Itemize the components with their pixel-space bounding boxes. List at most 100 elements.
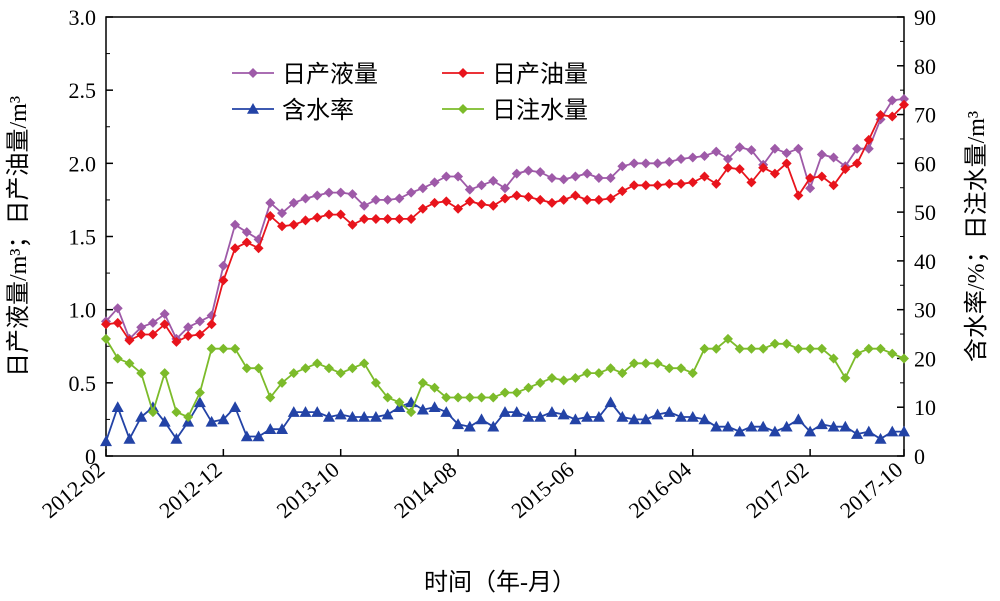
data-point [147, 407, 158, 418]
data-point [840, 164, 851, 175]
data-point [887, 111, 898, 122]
data-point [359, 200, 370, 211]
data-point [229, 401, 242, 413]
data-point [218, 343, 229, 354]
y-left-tick-label: 3.0 [69, 5, 97, 30]
legend-item: 含水率 [232, 96, 354, 124]
data-point [676, 153, 687, 164]
data-point [287, 406, 300, 417]
data-point [840, 372, 851, 383]
data-point [545, 406, 558, 417]
data-point [815, 418, 828, 430]
data-point [241, 227, 252, 238]
data-point [874, 432, 887, 444]
data-point [230, 219, 241, 230]
data-point [158, 415, 171, 427]
data-point [124, 335, 135, 346]
data-point [382, 392, 393, 403]
data-point [277, 221, 288, 232]
data-point [453, 392, 464, 403]
data-point [416, 403, 429, 415]
data-point [852, 348, 863, 359]
data-point [406, 407, 417, 418]
data-point [241, 363, 252, 374]
data-point [511, 387, 522, 398]
x-tick-label: 2014-08 [389, 457, 461, 523]
data-point [769, 168, 780, 179]
data-point [687, 177, 698, 188]
data-point [687, 368, 698, 379]
data-point [217, 413, 230, 425]
data-point [899, 353, 909, 364]
data-point [511, 168, 522, 179]
x-tick-label: 2012-12 [154, 457, 226, 523]
data-point [535, 194, 546, 205]
data-point [394, 193, 405, 204]
y-left-tick-label: 0 [85, 444, 96, 469]
data-point [605, 193, 616, 204]
data-point [628, 413, 641, 425]
data-point [816, 171, 827, 182]
data-point [359, 213, 370, 224]
data-point [476, 199, 487, 210]
series-0 [101, 93, 909, 344]
data-point [499, 406, 511, 417]
data-point [651, 408, 664, 420]
data-point [793, 343, 804, 354]
series-1 [101, 99, 909, 347]
data-point [617, 186, 628, 197]
data-point [640, 180, 651, 191]
data-point [136, 329, 147, 340]
data-point [686, 410, 699, 422]
data-point [112, 303, 123, 314]
data-point [711, 146, 722, 157]
data-point [781, 158, 792, 169]
data-point [887, 95, 898, 106]
data-point [804, 425, 817, 437]
data-point [664, 363, 675, 374]
data-point [300, 193, 311, 204]
data-point [640, 158, 651, 169]
data-point [734, 343, 745, 354]
data-point [277, 377, 288, 388]
data-point [828, 353, 839, 364]
data-point [734, 142, 745, 153]
data-point [194, 316, 205, 327]
data-point [300, 215, 311, 226]
data-point [546, 372, 557, 383]
data-point [500, 387, 510, 398]
data-point [194, 387, 205, 398]
data-point [582, 368, 593, 379]
data-point [170, 432, 183, 444]
data-point [382, 213, 393, 224]
data-point [664, 156, 675, 167]
data-point [793, 190, 804, 201]
data-point [112, 353, 123, 364]
data-point [453, 171, 464, 182]
data-point [557, 408, 570, 420]
axes: 0 0.5 1.0 1.5 2.0 2.5 3.0 0 10 20 30 40 50 60 70 80 90 20… [5, 5, 990, 596]
data-point [500, 193, 510, 204]
data-point [101, 319, 111, 330]
data-point [582, 168, 593, 179]
data-point [711, 178, 722, 189]
data-point [206, 319, 217, 330]
data-point [851, 428, 864, 439]
data-point [710, 420, 723, 432]
data-point [429, 197, 440, 208]
data-point [827, 420, 840, 432]
data-point [453, 203, 464, 214]
data-point [288, 368, 299, 379]
data-point [112, 317, 123, 328]
data-point [535, 167, 546, 178]
data-point [441, 392, 452, 403]
data-point [312, 212, 323, 223]
data-point [417, 203, 428, 214]
y-left-tick-label: 1.5 [69, 225, 97, 250]
data-point [852, 158, 863, 169]
data-point [218, 275, 229, 286]
data-point [863, 134, 874, 145]
y-right-tick-label: 10 [914, 395, 936, 420]
data-point [147, 317, 158, 328]
